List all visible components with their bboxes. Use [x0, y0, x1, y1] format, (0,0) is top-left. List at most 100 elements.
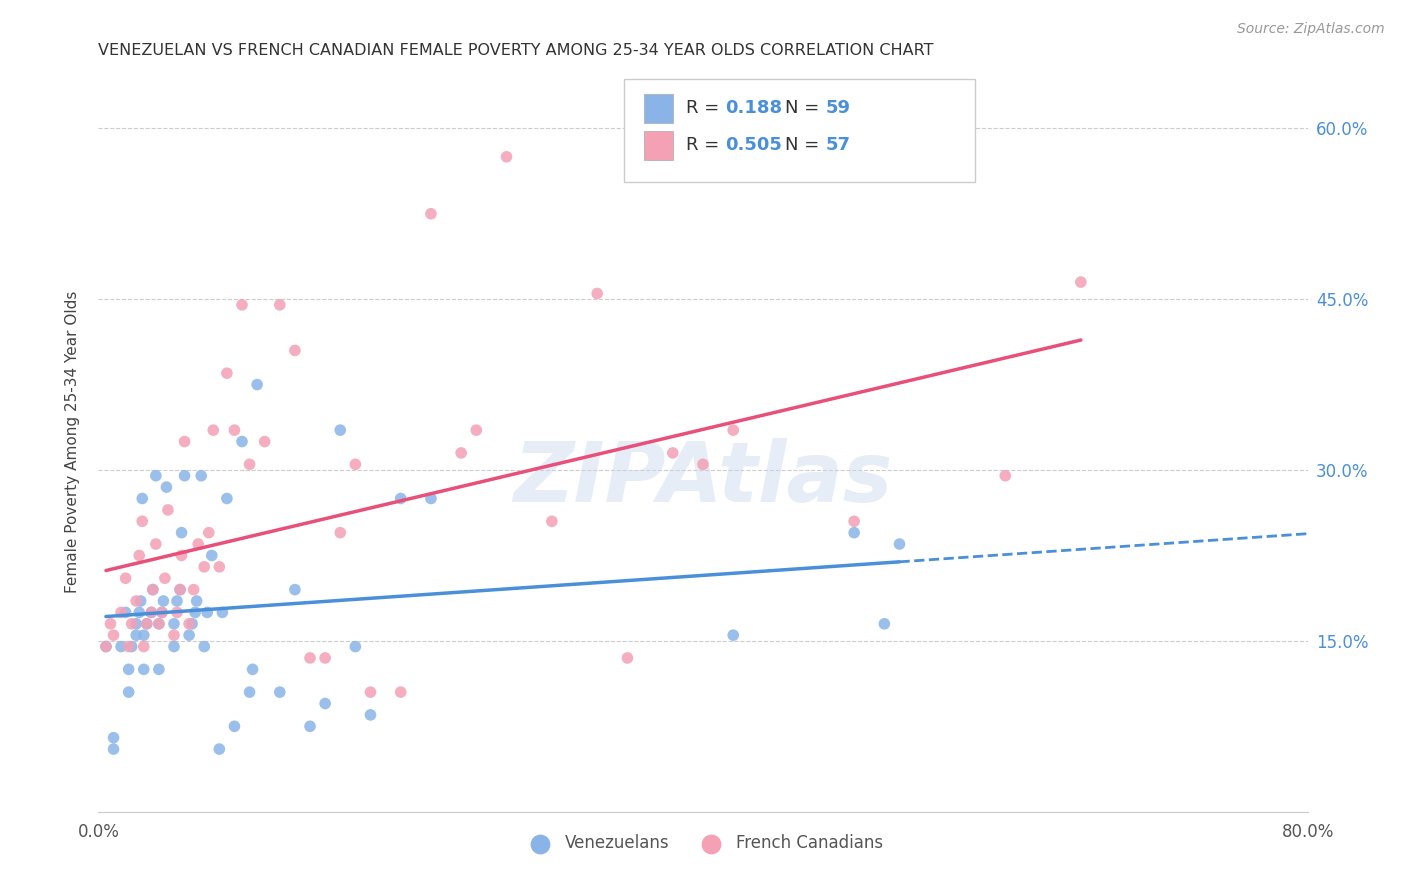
Point: [131, 491, 153, 506]
Text: N =: N =: [785, 136, 825, 154]
Point: [156, 503, 179, 517]
Point: [208, 559, 231, 574]
Point: [269, 298, 291, 312]
Point: [94, 640, 117, 654]
Point: [128, 549, 150, 563]
Point: [242, 662, 264, 676]
Point: [201, 549, 224, 563]
Point: [179, 628, 201, 642]
Point: [148, 616, 170, 631]
Point: [125, 628, 148, 642]
Point: [269, 685, 291, 699]
Point: [187, 537, 209, 551]
FancyBboxPatch shape: [624, 78, 976, 183]
Point: [163, 628, 186, 642]
Point: [148, 662, 170, 676]
Point: [153, 571, 176, 585]
Point: [169, 582, 191, 597]
Point: [155, 480, 177, 494]
Text: N =: N =: [785, 99, 825, 118]
Point: [118, 640, 141, 654]
Point: [135, 616, 157, 631]
Point: [360, 707, 382, 722]
Point: [389, 685, 412, 699]
Point: [183, 582, 205, 597]
Text: Source: ZipAtlas.com: Source: ZipAtlas.com: [1237, 22, 1385, 37]
Point: [540, 514, 562, 528]
Point: [239, 685, 262, 699]
Point: [118, 685, 141, 699]
Point: [420, 491, 443, 506]
Point: [166, 594, 188, 608]
Point: [246, 377, 269, 392]
Point: [169, 582, 191, 597]
Point: [344, 458, 367, 472]
Point: [166, 606, 188, 620]
Point: [723, 423, 745, 437]
Point: [179, 616, 201, 631]
Point: [132, 662, 155, 676]
Point: [125, 594, 148, 608]
Point: [142, 582, 165, 597]
Point: [215, 491, 238, 506]
Point: [314, 651, 336, 665]
Point: [100, 616, 122, 631]
Point: [193, 559, 215, 574]
Point: [231, 298, 253, 312]
Point: [110, 606, 132, 620]
Point: [170, 525, 193, 540]
Point: [389, 491, 412, 506]
Text: VENEZUELAN VS FRENCH CANADIAN FEMALE POVERTY AMONG 25-34 YEAR OLDS CORRELATION C: VENEZUELAN VS FRENCH CANADIAN FEMALE POV…: [98, 43, 934, 58]
Point: [224, 423, 246, 437]
Text: 0.188: 0.188: [724, 99, 782, 118]
Point: [344, 640, 367, 654]
Point: [211, 606, 233, 620]
Point: [125, 616, 148, 631]
Text: 57: 57: [825, 136, 851, 154]
Point: [329, 525, 352, 540]
Point: [173, 434, 195, 449]
Point: [1070, 275, 1092, 289]
Point: [142, 582, 165, 597]
Point: [450, 446, 472, 460]
Point: [145, 468, 167, 483]
Point: [132, 628, 155, 642]
FancyBboxPatch shape: [644, 130, 673, 161]
Point: [224, 719, 246, 733]
Point: [114, 606, 136, 620]
Point: [114, 571, 136, 585]
Point: [193, 640, 215, 654]
Point: [163, 616, 186, 631]
Point: [299, 719, 322, 733]
Text: 0.505: 0.505: [724, 136, 782, 154]
Point: [163, 640, 186, 654]
Point: [616, 651, 638, 665]
Point: [202, 423, 225, 437]
Point: [190, 468, 212, 483]
Point: [208, 742, 231, 756]
Point: [215, 366, 238, 380]
Point: [239, 458, 262, 472]
Point: [150, 606, 173, 620]
Point: [360, 685, 382, 699]
Point: [184, 606, 207, 620]
Point: [121, 616, 143, 631]
Point: [103, 742, 125, 756]
Point: [128, 606, 150, 620]
Point: [314, 697, 336, 711]
Text: R =: R =: [686, 99, 725, 118]
Point: [197, 525, 219, 540]
Text: 59: 59: [825, 99, 851, 118]
Point: [284, 343, 307, 358]
Point: [145, 537, 167, 551]
Point: [420, 207, 443, 221]
Point: [889, 537, 911, 551]
Point: [94, 640, 117, 654]
Text: R =: R =: [686, 136, 725, 154]
Point: [231, 434, 253, 449]
Point: [118, 662, 141, 676]
FancyBboxPatch shape: [644, 94, 673, 123]
Point: [148, 616, 170, 631]
Text: ZIPAtlas: ZIPAtlas: [513, 438, 893, 519]
Point: [329, 423, 352, 437]
